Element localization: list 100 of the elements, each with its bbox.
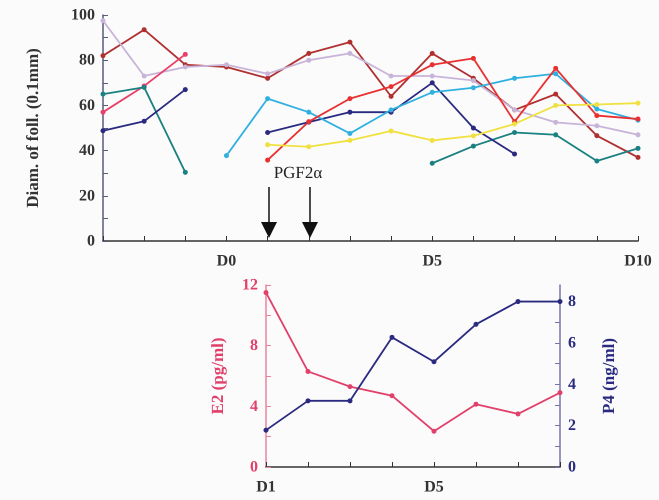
point [182,170,188,175]
point [470,144,476,149]
point [636,100,640,106]
point [100,128,106,134]
point [182,87,188,92]
point [512,76,518,81]
point [636,154,640,160]
point [430,80,435,86]
point [388,94,394,99]
point [516,411,520,416]
point [432,359,436,364]
point [594,158,600,164]
point [553,71,558,76]
point [265,71,270,76]
y-tick-label: 40 [79,142,95,160]
y2-tick-label: 4 [568,376,576,393]
point [265,130,270,136]
point [100,92,106,97]
point [388,107,394,112]
point [636,146,640,151]
y-tick-label: 80 [79,52,95,69]
point [306,58,312,63]
y-tick-label: 20 [79,187,95,204]
point [470,85,476,90]
point [306,50,312,56]
point [347,50,352,56]
x-tick-label: D5 [424,478,444,496]
point [142,27,147,32]
y-tick-label: 4 [250,398,258,415]
point [306,368,310,374]
point [636,132,640,138]
point [553,66,558,71]
point [348,398,352,404]
x-tick-label: D0 [216,252,236,270]
point [430,160,435,166]
point [306,110,312,115]
point [306,398,310,404]
y2-tick-label: 8 [568,293,576,310]
y2-axis-title: P4 (ng/ml) [599,338,618,414]
point [470,126,476,130]
point [553,132,558,138]
y-tick-label: 100 [71,6,95,24]
y-axis-title: Diam. of foll. (0.1mm) [23,48,42,208]
point [430,62,435,68]
point [430,74,435,79]
y-tick-label: 0 [87,232,95,250]
y2-tick-label: 2 [568,417,576,434]
point [558,299,562,304]
point [347,40,352,45]
x-tick-label: D1 [256,478,276,496]
point [100,18,106,24]
point [594,113,600,118]
point [388,74,394,79]
point [512,151,518,156]
point [432,428,436,434]
point [264,290,268,296]
point [594,106,600,112]
point [100,110,106,115]
point [390,393,394,398]
point [470,133,476,138]
point [388,128,394,134]
point [306,144,312,150]
y2-tick-label: 6 [568,334,576,352]
y-tick-label: 60 [79,96,95,114]
y-axis-title: E2 (pg/ml) [208,338,227,414]
point [347,130,352,136]
point [224,153,229,158]
point [474,322,478,327]
point [142,74,147,79]
y-tick-label: 0 [250,458,258,476]
x-tick-label: D5 [422,252,442,270]
point [265,142,270,148]
point [347,110,352,115]
point [594,123,600,128]
point [553,92,558,97]
point [265,96,270,102]
point [553,120,558,125]
point [390,334,394,340]
y-tick-label: 8 [250,337,258,354]
point [470,56,476,61]
point [516,299,520,304]
point [142,118,147,124]
y-tick-label: 12 [242,276,258,294]
y2-tick-label: 0 [568,458,576,476]
point [347,138,352,143]
point [594,102,600,107]
point [182,52,188,57]
point [348,384,352,390]
point [388,84,394,90]
point [474,402,478,407]
point [558,390,562,396]
point [594,133,600,138]
point [470,78,476,84]
annotation: PGF2α [274,163,322,182]
point [430,138,435,143]
point [512,130,518,136]
point [265,158,270,163]
point [347,96,352,102]
x-tick-label: D10 [624,252,652,270]
point [264,428,268,433]
